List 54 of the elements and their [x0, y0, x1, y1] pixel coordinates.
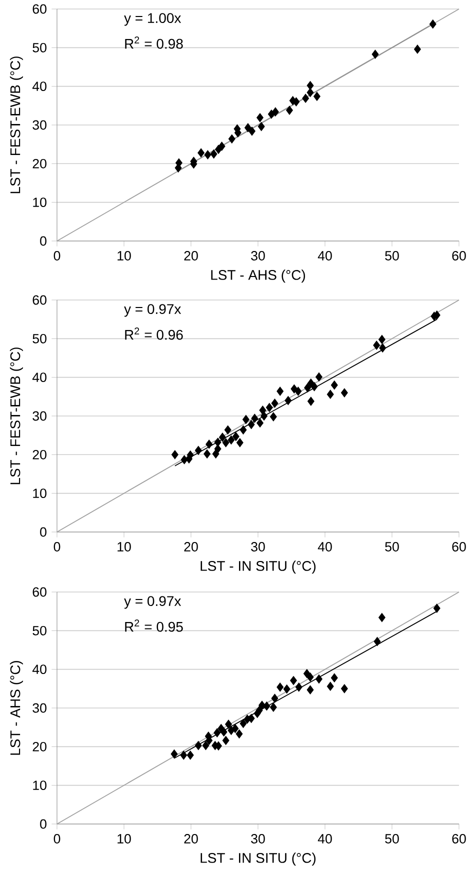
y-tick-label: 40: [32, 82, 46, 92]
x-tick-label: 10: [118, 834, 131, 844]
x-axis-title: LST - IN SITU (°C): [200, 560, 316, 574]
y-tick-label: 30: [32, 120, 46, 130]
y-tick-label: 10: [33, 198, 46, 208]
y-tick-label: 60: [32, 295, 46, 305]
x-tick-label: 20: [184, 542, 198, 552]
annotation: R$^{2}$ = 0.95: [125, 620, 183, 632]
annotation: y = 0.97x: [124, 304, 182, 317]
y-axis-title: LST - AHS (°C): [10, 660, 23, 755]
x-axis-title: LST - AHS (°C): [211, 270, 306, 283]
y-axis-title: LST - FEST-EWB (°C): [10, 56, 23, 194]
x-tick-label: 60: [452, 542, 466, 552]
annotation: R$^{2}$ = 0.96: [125, 328, 183, 340]
y-tick-label: 40: [32, 664, 46, 674]
y-tick-label: 0: [40, 527, 46, 537]
x-tick-label: 30: [251, 542, 265, 552]
y-tick-label: 60: [32, 4, 46, 14]
x-tick-label: 10: [118, 542, 131, 552]
x-tick-label: 50: [385, 251, 399, 260]
x-axis-title: LST - IN SITU (°C): [200, 852, 316, 866]
x-tick-label: 0: [54, 834, 60, 844]
y-tick-label: 40: [32, 372, 46, 382]
y-tick-label: 50: [32, 42, 46, 52]
x-tick-label: 60: [452, 251, 466, 260]
y-tick-label: 20: [32, 742, 46, 752]
x-tick-label: 30: [251, 251, 265, 260]
x-tick-label: 40: [318, 542, 332, 552]
y-tick-label: 0: [40, 819, 46, 829]
annotation: R$^{2}$ = 0.98: [125, 36, 183, 49]
y-tick-label: 0: [40, 236, 46, 246]
y-tick-label: 30: [32, 411, 46, 421]
x-tick-label: 50: [385, 834, 399, 844]
y-tick-label: 50: [32, 626, 46, 636]
y-axis-title: LST - FEST-EWB (°C): [10, 348, 23, 484]
x-tick-label: 30: [251, 834, 265, 844]
y-tick-label: 30: [32, 703, 46, 713]
x-tick-label: 40: [318, 834, 332, 844]
x-tick-label: 20: [184, 834, 198, 844]
x-tick-label: 0: [54, 251, 60, 260]
y-tick-label: 20: [32, 158, 46, 168]
y-tick-label: 20: [32, 450, 46, 460]
x-tick-label: 60: [452, 834, 466, 844]
annotation: y = 0.97x: [124, 596, 182, 609]
x-tick-label: 40: [318, 251, 332, 260]
y-tick-label: 10: [33, 488, 46, 498]
y-tick-label: 60: [32, 587, 46, 597]
x-tick-label: 0: [54, 542, 60, 552]
x-tick-label: 50: [385, 542, 399, 552]
x-tick-label: 10: [118, 251, 131, 260]
x-tick-label: 20: [184, 251, 198, 260]
y-tick-label: 10: [33, 780, 46, 790]
y-tick-label: 50: [32, 334, 46, 344]
annotation: y = 1.00x: [124, 13, 182, 26]
